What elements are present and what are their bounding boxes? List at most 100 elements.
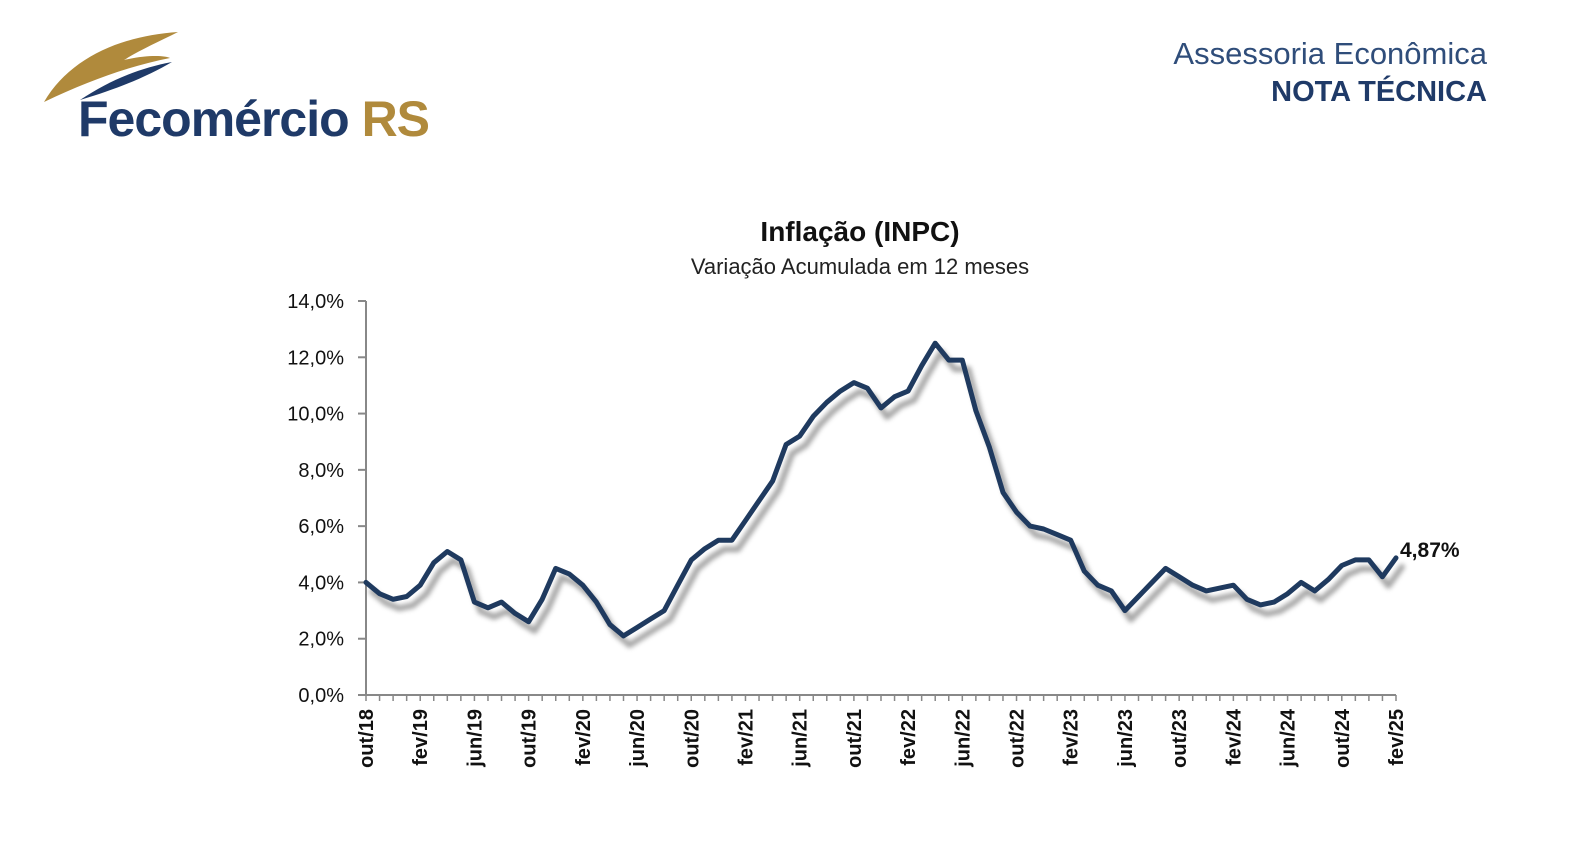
data-point [825, 400, 829, 404]
x-tick-label: fev/23 [1061, 709, 1083, 766]
logo-wordmark: Fecomércio RS [78, 90, 430, 148]
chart-subtitle: Variação Acumulada em 12 meses [691, 254, 1029, 279]
data-point [1055, 533, 1059, 537]
annotation-layer: 4,87% [1400, 539, 1460, 562]
chart-title: Inflação (INPC) [760, 216, 959, 247]
data-point [716, 538, 720, 542]
data-point [1191, 583, 1195, 587]
data-point [743, 519, 747, 523]
x-tick-label: out/20 [681, 709, 703, 768]
data-point [500, 600, 504, 604]
data-point [1394, 556, 1398, 560]
y-tick-label: 12,0% [287, 347, 344, 369]
data-point [947, 358, 951, 362]
data-point [1109, 589, 1113, 593]
data-point [1096, 583, 1100, 587]
data-point [567, 572, 571, 576]
last-value-label: 4,87% [1400, 539, 1460, 562]
logo-org-name: Fecomércio [78, 91, 350, 147]
data-point [1286, 592, 1290, 596]
data-point [1272, 600, 1276, 604]
y-tick-label: 8,0% [298, 460, 344, 482]
data-point [933, 341, 937, 345]
x-tick-label: fev/19 [410, 709, 432, 766]
x-axis-ticks: out/18 fev/19 jun/19 out/19 fev/20 jun/20 out/… [356, 695, 1408, 768]
x-tick-label: out/18 [356, 709, 378, 768]
data-point [1177, 575, 1181, 579]
y-tick-label: 0,0% [298, 685, 344, 707]
x-tick-label: jun/23 [1115, 709, 1137, 768]
data-point [472, 600, 476, 604]
series-line-inpc [363, 340, 1399, 639]
y-axis-ticks: 0,0% 2,0% 4,0% 6,0% 8,0% 10,0% 12,0% 14,0% [287, 291, 366, 707]
data-point [1231, 583, 1235, 587]
x-tick-label: jun/20 [627, 709, 649, 768]
data-point [1367, 558, 1371, 562]
x-tick-label: fev/22 [898, 709, 920, 766]
x-tick-label: jun/21 [790, 709, 812, 768]
series-line-shadow [369, 349, 1405, 648]
data-point [622, 634, 625, 638]
data-point [581, 583, 585, 587]
data-point [1028, 524, 1032, 528]
x-tick-label: jun/22 [952, 709, 974, 768]
data-point [554, 566, 558, 570]
logo-org-suffix: RS [361, 91, 430, 147]
data-point [1042, 527, 1046, 531]
data-point [418, 583, 422, 587]
data-point [1299, 580, 1303, 584]
data-point [852, 381, 856, 385]
data-point [1001, 490, 1005, 494]
x-tick-label: out/22 [1007, 709, 1029, 768]
x-tick-label: out/19 [519, 709, 541, 768]
data-point [594, 600, 598, 604]
data-point [987, 445, 991, 449]
data-point [635, 625, 639, 629]
x-tick-label: fev/24 [1223, 708, 1245, 766]
data-point [920, 364, 924, 368]
data-point [893, 395, 897, 399]
data-point [1150, 580, 1154, 584]
chart-axes [365, 301, 1396, 696]
data-point [1164, 566, 1168, 570]
data-point [906, 389, 910, 393]
data-point [540, 597, 544, 601]
data-point [1123, 609, 1127, 613]
x-tick-label: out/23 [1169, 709, 1191, 768]
data-point [865, 386, 869, 390]
data-point [1069, 538, 1073, 542]
y-tick-label: 10,0% [287, 404, 344, 426]
data-point [757, 499, 761, 503]
wing-logo-icon [44, 32, 178, 102]
data-point [974, 409, 978, 413]
x-tick-label: out/24 [1332, 708, 1354, 768]
data-point [1204, 589, 1208, 593]
data-point [1015, 510, 1019, 514]
data-point [676, 583, 680, 587]
data-point [784, 443, 788, 447]
y-tick-label: 14,0% [287, 291, 344, 313]
data-point [730, 538, 734, 542]
department-label: Assessoria Econômica [1173, 36, 1487, 71]
data-point [1313, 589, 1317, 593]
data-point [798, 434, 802, 438]
data-point [459, 558, 463, 562]
data-point [378, 592, 382, 596]
data-point [771, 479, 775, 483]
data-point [662, 609, 666, 613]
x-tick-label: fev/21 [735, 709, 757, 766]
fecomercio-logo: Fecomércio RS [40, 28, 460, 148]
x-tick-label: out/21 [844, 709, 866, 768]
data-point [689, 558, 693, 562]
data-point [811, 414, 815, 418]
x-tick-label: jun/19 [464, 709, 486, 768]
series-layer [363, 340, 1405, 648]
data-point [838, 389, 842, 393]
data-point [432, 561, 436, 565]
y-tick-label: 6,0% [298, 516, 344, 538]
data-point [486, 606, 490, 610]
data-point [1380, 575, 1384, 579]
document-header: Assessoria Econômica NOTA TÉCNICA [1173, 36, 1487, 109]
data-point [391, 597, 395, 601]
